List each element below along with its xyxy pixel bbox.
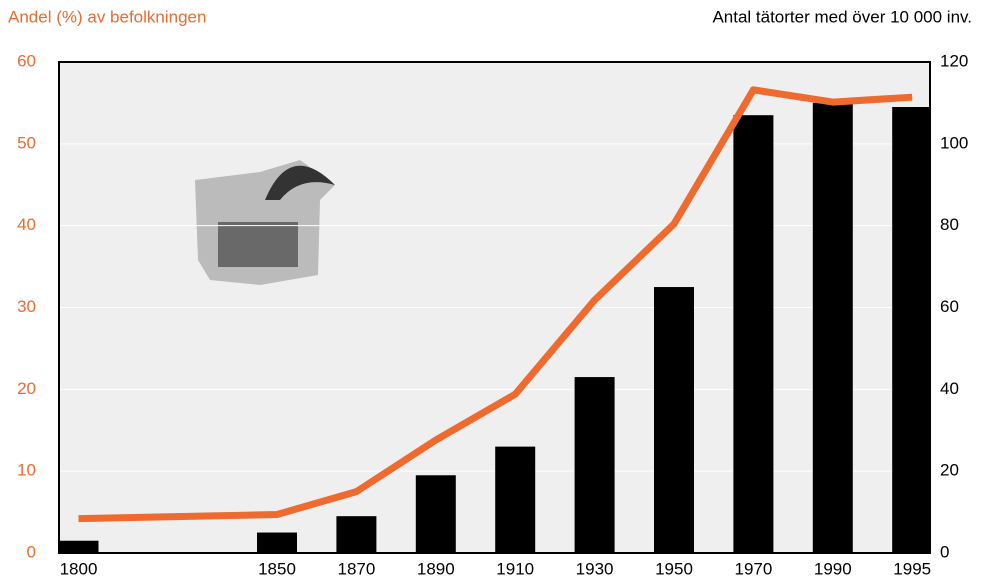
x-tick-label: 1800 — [60, 559, 98, 578]
y-axis-label: Andel (%) av befolkningen — [8, 7, 206, 26]
y2-tick-label: 120 — [940, 51, 968, 70]
y2-tick-label: 80 — [940, 215, 959, 234]
x-tick-label: 1950 — [655, 559, 693, 578]
bar — [495, 446, 536, 553]
y-tick-label: 40 — [17, 215, 36, 234]
y2-tick-label: 40 — [940, 379, 959, 398]
x-tick-label: 1890 — [417, 559, 455, 578]
illustration — [195, 160, 335, 285]
bar — [336, 516, 377, 553]
y-tick-label: 20 — [17, 379, 36, 398]
line — [78, 86, 913, 523]
y2-tick-label: 100 — [940, 133, 968, 152]
bar — [257, 532, 297, 553]
bar — [415, 475, 456, 553]
x-tick-label: 1850 — [258, 559, 296, 578]
x-tick-label: 1990 — [814, 559, 852, 578]
x-tick-label: 1910 — [496, 559, 534, 578]
plot-border — [58, 61, 931, 554]
x-tick-label: 1930 — [576, 559, 614, 578]
bar — [892, 107, 930, 553]
bar — [574, 377, 615, 553]
x-tick-label: 1970 — [734, 559, 772, 578]
y-tick-label: 60 — [17, 51, 36, 70]
y2-tick-label: 60 — [940, 297, 959, 316]
y-tick-label: 0 — [27, 542, 36, 561]
y-tick-label: 10 — [17, 461, 36, 480]
y2-axis-label: Antal tätorter med över 10 000 inv. — [712, 7, 972, 26]
bar — [59, 540, 99, 553]
y2-tick-label: 0 — [940, 542, 949, 561]
x-tick-label: 1870 — [337, 559, 375, 578]
bar — [654, 287, 694, 553]
y-tick-label: 30 — [17, 297, 36, 316]
y-tick-label: 50 — [17, 133, 36, 152]
bar — [812, 102, 853, 554]
y2-tick-label: 20 — [940, 461, 959, 480]
x-tick-label: 1995 — [893, 559, 931, 578]
bar — [733, 115, 774, 554]
